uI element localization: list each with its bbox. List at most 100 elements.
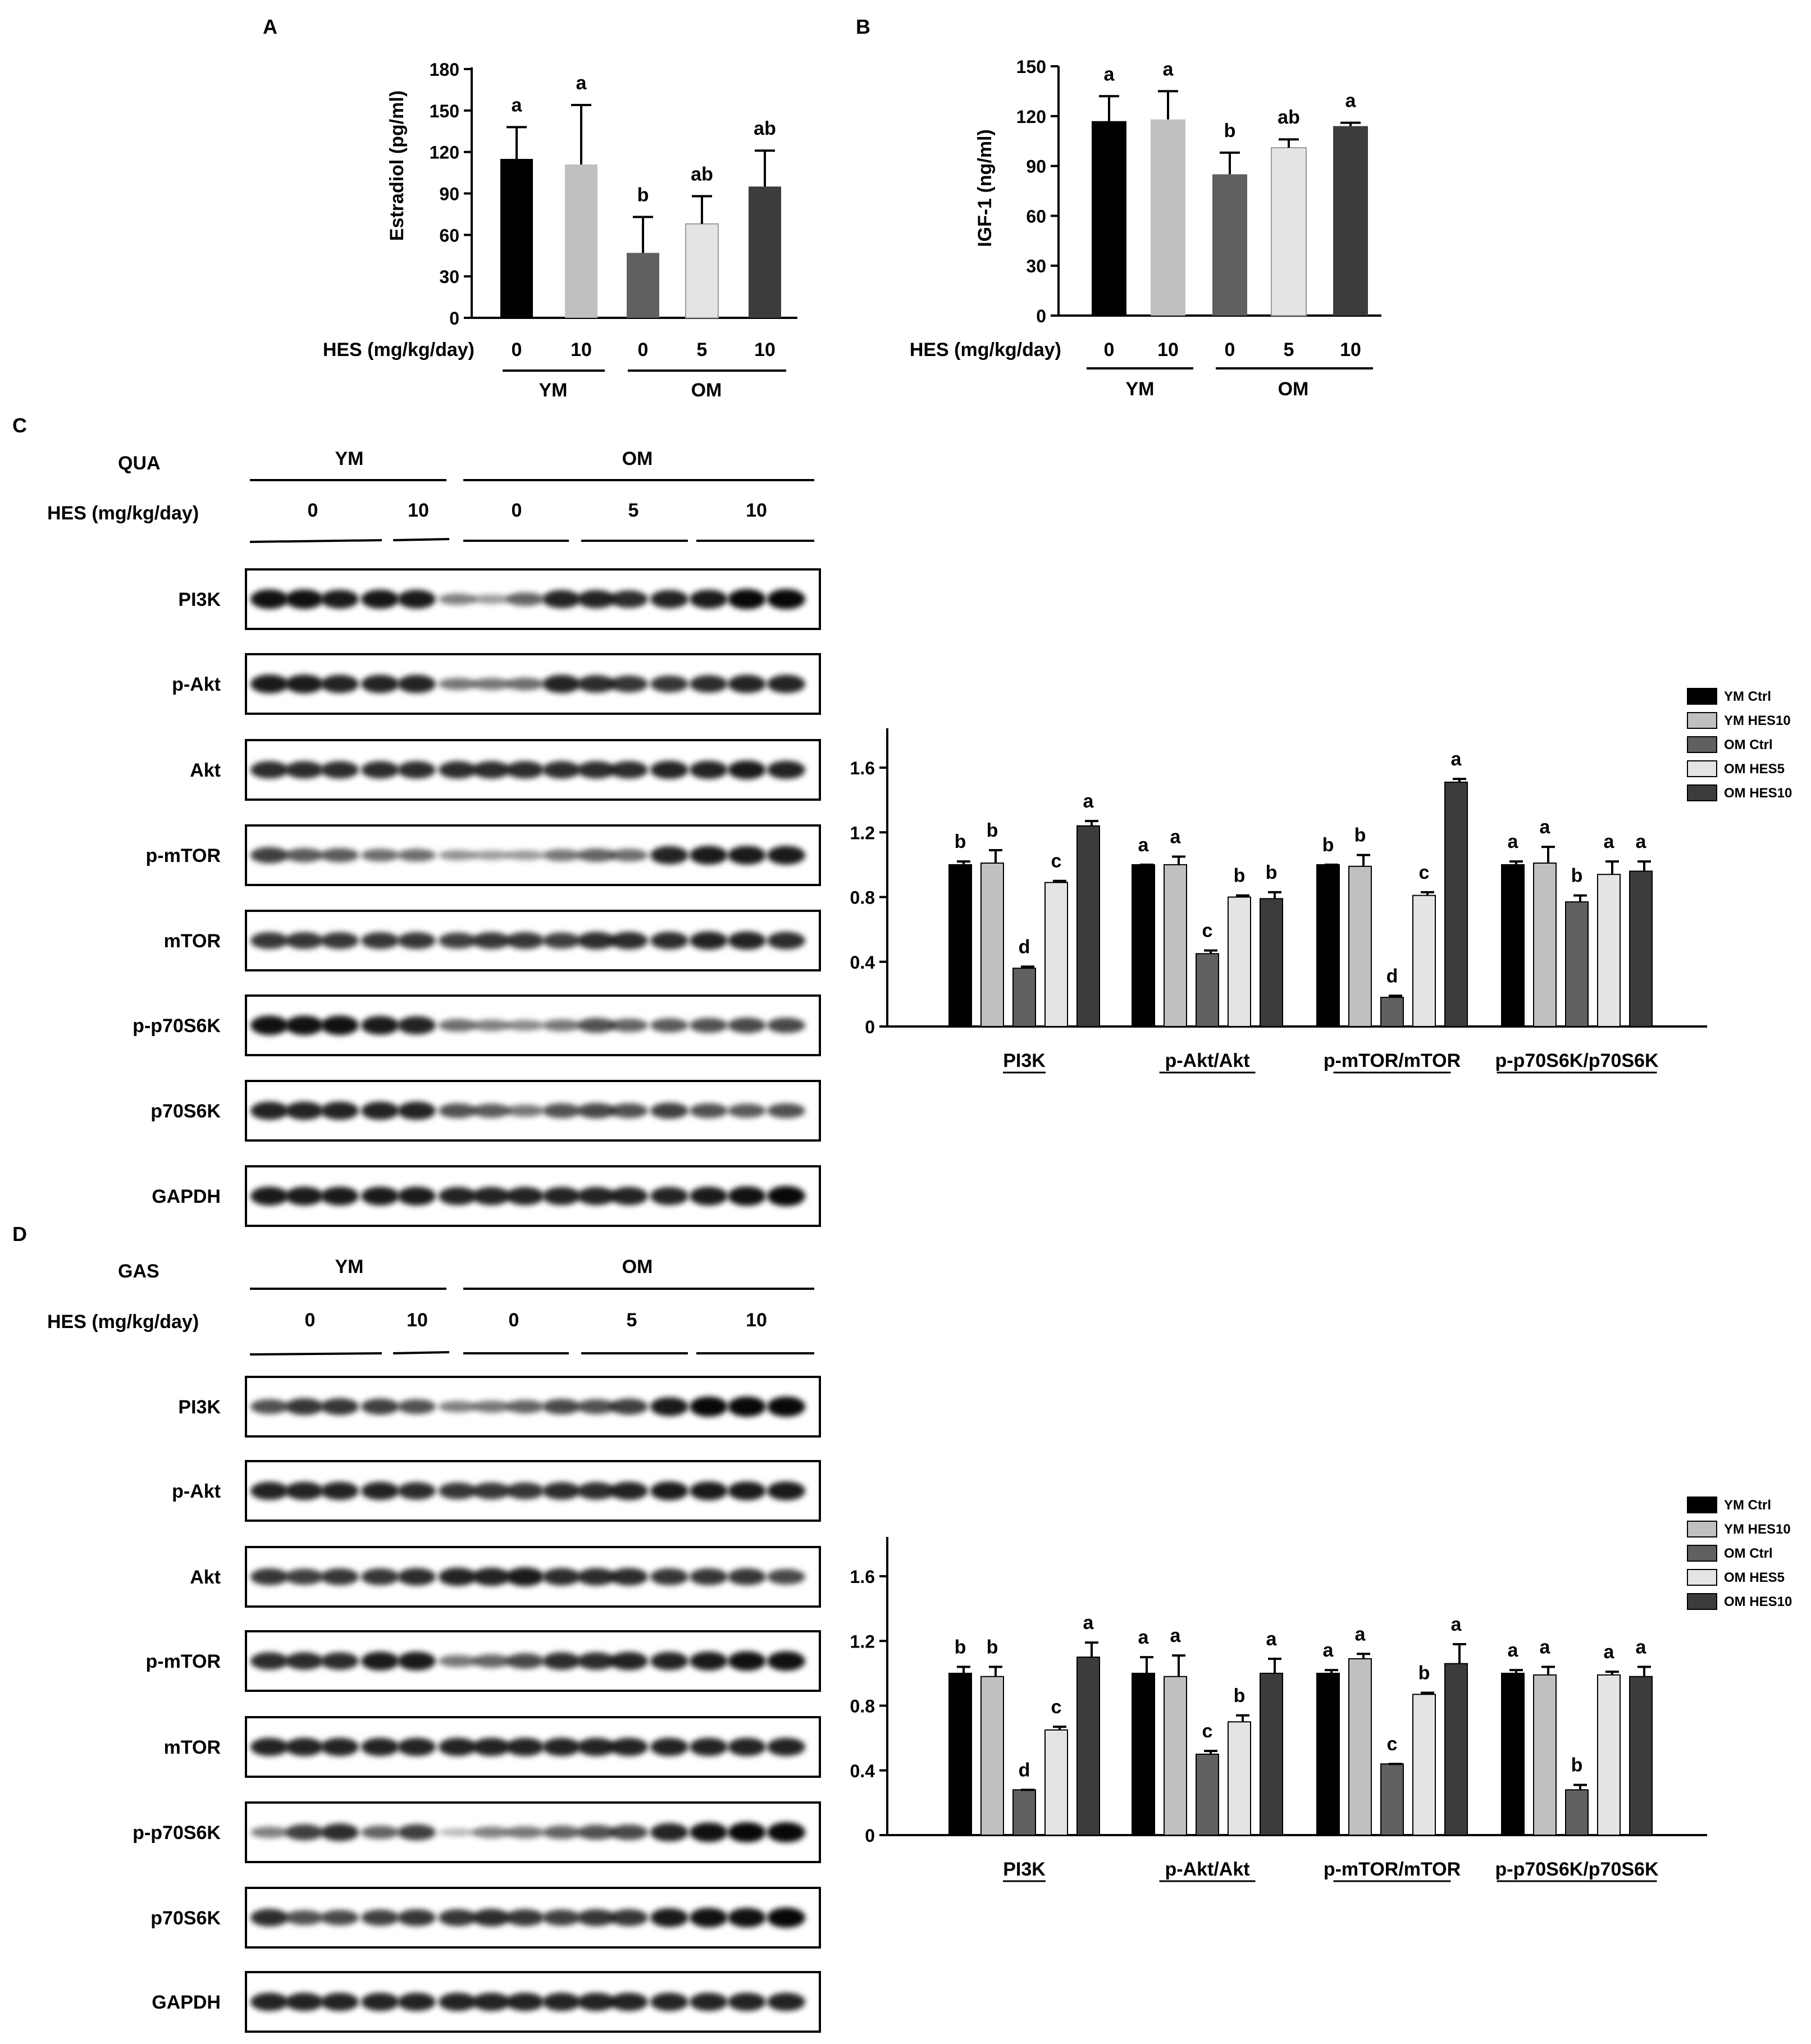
- panel-c-group-ym: YM: [335, 448, 364, 469]
- y-tick-label: 0: [865, 1017, 875, 1037]
- blot-band: [472, 1654, 510, 1668]
- blot-band: [577, 932, 615, 950]
- significance-letter: c: [1202, 920, 1213, 942]
- significance-letter: a: [1540, 816, 1551, 838]
- category-label: PI3K: [1003, 1050, 1046, 1071]
- y-tick-label: 1.6: [850, 758, 875, 778]
- panel-a-dose-1: 10: [571, 339, 592, 361]
- blot-band: [728, 1103, 766, 1118]
- y-tick-label: 60: [439, 225, 459, 245]
- legend-label: YM Ctrl: [1724, 1498, 1771, 1513]
- blot-band: [650, 932, 688, 950]
- blot-band: [650, 1908, 688, 1927]
- bar: [500, 158, 533, 318]
- blot-band: [650, 1651, 688, 1671]
- blot-band: [650, 1018, 688, 1033]
- blot-band: [610, 848, 648, 862]
- blot-band: [650, 1568, 688, 1585]
- blot-band: [506, 761, 544, 779]
- blot-band: [439, 1992, 477, 2011]
- blot-band: [250, 847, 289, 864]
- blot-band: [767, 1186, 805, 1206]
- blot-band: [577, 1018, 615, 1033]
- bar: [1012, 1789, 1036, 1836]
- blot-band: [690, 1568, 728, 1585]
- blot-band: [472, 1400, 510, 1413]
- blot-band: [690, 760, 728, 779]
- significance-letter: a: [1104, 63, 1115, 85]
- blot-band: [398, 932, 436, 949]
- blot-band: [610, 1103, 648, 1119]
- significance-letter: b: [1266, 862, 1278, 883]
- significance-letter: d: [1019, 1759, 1030, 1781]
- bar: [1196, 953, 1219, 1027]
- blot-band: [285, 589, 323, 609]
- significance-letter: c: [1387, 1733, 1398, 1755]
- bar: [1412, 895, 1436, 1028]
- blot-band: [361, 932, 399, 949]
- blot-band: [439, 1655, 477, 1667]
- blot-band: [506, 677, 544, 691]
- significance-letter: a: [512, 94, 523, 116]
- blot-band: [577, 590, 615, 609]
- bar: [1260, 1672, 1283, 1836]
- blot-band: [728, 674, 766, 694]
- y-tick-label: 1.2: [850, 1631, 875, 1651]
- blot-band: [610, 1481, 648, 1500]
- panel-d-label: D: [12, 1222, 27, 1245]
- legend-label: OM Ctrl: [1724, 1546, 1773, 1561]
- blot-band: [250, 1568, 289, 1585]
- panel-b-dose-0: 0: [1104, 339, 1115, 361]
- blot-band: [398, 1187, 436, 1206]
- blot-band: [321, 1823, 359, 1841]
- blot-band: [506, 1400, 544, 1413]
- blot-band: [690, 1397, 728, 1417]
- panel-c-dose-1: 10: [408, 500, 429, 521]
- bar: [1228, 1721, 1251, 1836]
- significance-letter: a: [1636, 1636, 1647, 1658]
- blot-band: [728, 1908, 766, 1928]
- y-tick-label: 0: [1036, 306, 1046, 326]
- blot-band: [285, 1568, 323, 1585]
- blot-label: Akt: [190, 1567, 221, 1588]
- y-tick-label: 90: [1026, 157, 1046, 177]
- blot-band: [767, 1481, 805, 1500]
- blot-band: [506, 850, 544, 860]
- bar: [627, 253, 659, 318]
- blot-band: [439, 1909, 477, 1926]
- blot-band: [767, 1569, 805, 1585]
- blot-band: [506, 1737, 544, 1756]
- y-tick-label: 180: [430, 60, 459, 80]
- blot-band: [610, 761, 648, 779]
- y-tick-label: 30: [439, 267, 459, 287]
- blot-band: [767, 846, 805, 865]
- significance-letter: a: [1170, 826, 1182, 847]
- panel-d-dose-0: 0: [305, 1310, 316, 1331]
- panel-a-group-om: OM: [691, 380, 722, 401]
- blot-band: [767, 1822, 805, 1842]
- blot-band: [610, 1992, 648, 2011]
- blot-band: [321, 1101, 359, 1120]
- blot-band: [690, 931, 728, 950]
- significance-letter: a: [1451, 1614, 1462, 1635]
- blot-band: [767, 674, 805, 694]
- significance-letter: ab: [754, 118, 776, 139]
- blot-band: [690, 1651, 728, 1671]
- blot-band: [439, 850, 477, 860]
- blot-band: [285, 1481, 323, 1500]
- blot-band: [285, 848, 323, 863]
- blot-band: [285, 1910, 323, 1926]
- panel-c-label: C: [12, 414, 27, 437]
- significance-letter: b: [1571, 865, 1583, 887]
- blot-band: [398, 761, 436, 779]
- blot-band: [577, 1824, 615, 1840]
- category-label: p-p70S6K/p70S6K: [1495, 1050, 1659, 1071]
- significance-letter: a: [1266, 1628, 1278, 1650]
- blot-band: [472, 1482, 510, 1499]
- blot-band: [767, 1908, 805, 1928]
- blot-band: [690, 1822, 728, 1842]
- y-tick-label: 0: [865, 1826, 875, 1846]
- blot-band: [321, 1481, 359, 1500]
- bar: [1044, 882, 1068, 1027]
